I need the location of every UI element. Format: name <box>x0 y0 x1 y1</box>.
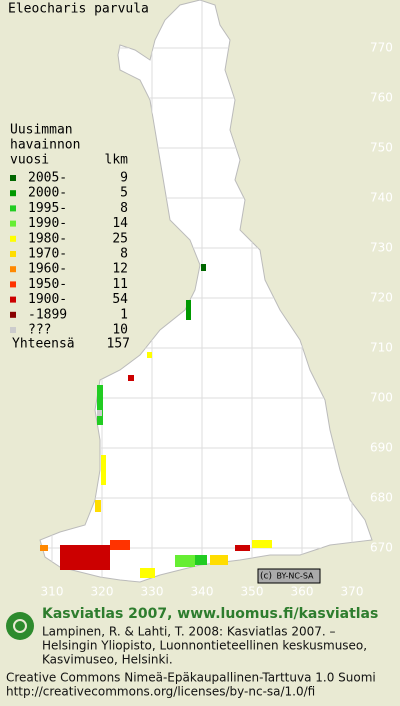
footer-heading: Kasviatlas 2007, www.luomus.fi/kasviatla… <box>42 606 378 622</box>
citation: Lampinen, R. & Lahti, T. 2008: Kasviatla… <box>42 625 336 639</box>
square <box>201 264 206 271</box>
square <box>210 555 228 565</box>
badge-text: BY-NC-SA <box>276 572 314 581</box>
badge-icon: (c) <box>260 572 272 582</box>
legend-count: 54 <box>112 292 128 307</box>
y-tick-label: 750 <box>370 141 393 155</box>
occurrence-squares <box>40 264 272 578</box>
legend-label: 1980- <box>28 231 67 246</box>
x-tick-label: 320 <box>91 585 114 599</box>
country-outline <box>39 0 373 583</box>
license: http://creativecommons.org/licenses/by-n… <box>6 685 315 699</box>
square <box>128 375 134 381</box>
square <box>95 500 101 512</box>
square <box>235 545 250 551</box>
citation: Helsingin Yliopisto, Luonnontieteellinen… <box>42 639 367 653</box>
legend-label: 1900- <box>28 292 67 307</box>
square <box>252 540 272 548</box>
legend-count: 11 <box>112 277 128 292</box>
x-tick-label: 360 <box>291 585 314 599</box>
legend-label: 1970- <box>28 247 67 262</box>
square <box>60 545 110 570</box>
y-tick-label: 730 <box>370 241 393 255</box>
legend-count: 5 <box>120 186 128 201</box>
y-tick-label: 760 <box>370 91 393 105</box>
legend-count: 25 <box>112 231 128 246</box>
logo-spiral <box>13 619 27 633</box>
legend-count: 12 <box>112 262 128 277</box>
legend-heading: Uusimman <box>10 123 73 138</box>
legend-swatch <box>10 296 16 303</box>
square <box>186 300 191 320</box>
legend-label: 1990- <box>28 216 67 231</box>
square <box>140 568 155 578</box>
square <box>175 555 195 567</box>
legend-swatch <box>10 235 16 242</box>
legend-swatch <box>10 190 16 197</box>
y-tick-label: 740 <box>370 191 393 205</box>
square <box>40 545 48 551</box>
legend-count: 8 <box>120 247 128 262</box>
y-tick-label: 690 <box>370 441 393 455</box>
y-tick-label: 700 <box>370 391 393 405</box>
y-tick-label: 710 <box>370 341 393 355</box>
title: Eleocharis parvula <box>8 2 149 17</box>
logo <box>6 612 34 640</box>
x-tick-label: 340 <box>191 585 214 599</box>
legend-count: 1 <box>120 307 128 322</box>
total-label: Yhteensä <box>12 337 75 352</box>
legend-swatch <box>10 205 16 212</box>
x-tick-label: 330 <box>141 585 164 599</box>
legend-label: -1899 <box>28 307 67 322</box>
legend-label: 2000- <box>28 186 67 201</box>
legend-swatch <box>10 311 16 318</box>
legend-label: 2005- <box>28 171 67 186</box>
legend-count: 10 <box>112 323 128 338</box>
y-tick-label: 680 <box>370 491 393 505</box>
legend-count: 9 <box>120 171 128 186</box>
legend-label: 1950- <box>28 277 67 292</box>
y-tick-label: 720 <box>370 291 393 305</box>
legend-count-heading: lkm <box>105 153 129 168</box>
cc-badge: (c) BY-NC-SA <box>257 568 321 584</box>
square <box>110 540 130 550</box>
square <box>101 455 106 485</box>
square <box>97 410 102 416</box>
x-tick-label: 310 <box>41 585 64 599</box>
legend-label: 1960- <box>28 262 67 277</box>
y-tick-label: 670 <box>370 541 393 555</box>
square <box>195 555 207 565</box>
square <box>97 385 103 425</box>
legend-heading: havainnon <box>10 138 80 153</box>
logo-circle <box>6 612 34 640</box>
legend-count: 8 <box>120 201 128 216</box>
x-tick-label: 350 <box>241 585 264 599</box>
badge-box <box>257 568 321 584</box>
y-tick-label: 770 <box>370 41 393 55</box>
legend-swatch <box>10 220 16 227</box>
legend-label: ??? <box>28 323 51 338</box>
legend-swatch <box>10 281 16 288</box>
total: 157 <box>107 337 130 352</box>
legend-label: 1995- <box>28 201 67 216</box>
citation: Kasvimuseo, Helsinki. <box>42 653 173 667</box>
license: Creative Commons Nimeä-Epäkaupallinen-Ta… <box>6 671 376 685</box>
legend-swatch <box>10 327 16 333</box>
legend-count: 14 <box>112 216 128 231</box>
legend-swatch <box>10 266 16 273</box>
x-tick-label: 370 <box>341 585 364 599</box>
square <box>147 352 152 358</box>
legend-heading: vuosi <box>10 153 49 168</box>
legend-swatch <box>10 175 16 181</box>
legend-swatch <box>10 251 16 257</box>
